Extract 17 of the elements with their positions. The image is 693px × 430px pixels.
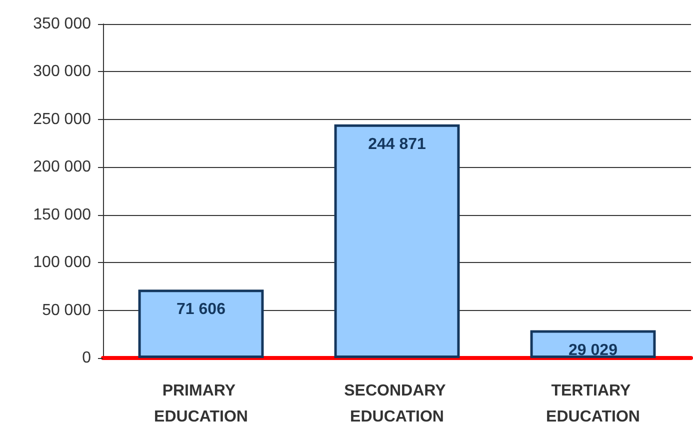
y-tick-label: 100 000	[33, 254, 92, 272]
x-tick-label: TERTIARY EDUCATION	[546, 382, 640, 426]
data-label: 29 029	[568, 342, 618, 359]
y-tick-label: 50 000	[42, 302, 92, 319]
y-tick-label: 0	[82, 350, 92, 366]
bar	[530, 330, 656, 358]
bar	[138, 290, 264, 358]
x-tick-label: PRIMARY EDUCATION	[154, 382, 248, 426]
y-tick-label: 150 000	[33, 206, 92, 224]
bar	[334, 124, 460, 358]
data-label: 244 871	[368, 136, 426, 153]
y-tick-label: 300 000	[33, 63, 92, 80]
y-tick-label: 350 000	[33, 16, 92, 32]
data-label: 71 606	[176, 301, 226, 318]
y-tick-label: 250 000	[33, 110, 92, 128]
y-tick-label: 200 000	[33, 158, 92, 176]
x-tick-label: SECONDARY EDUCATION	[344, 382, 450, 426]
